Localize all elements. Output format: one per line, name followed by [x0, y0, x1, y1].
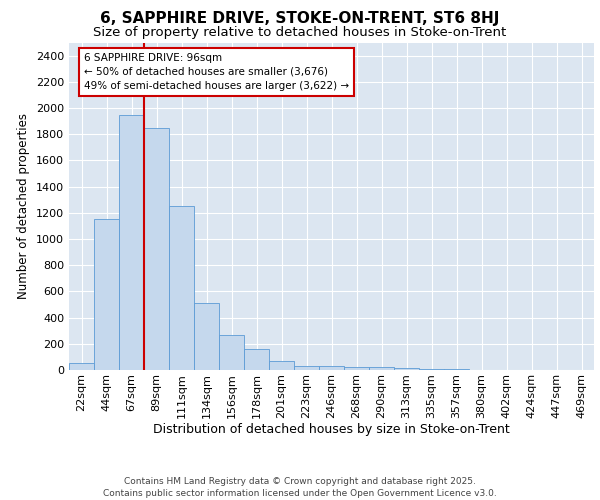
- Text: Size of property relative to detached houses in Stoke-on-Trent: Size of property relative to detached ho…: [94, 26, 506, 39]
- Text: Contains HM Land Registry data © Crown copyright and database right 2025.
Contai: Contains HM Land Registry data © Crown c…: [103, 476, 497, 498]
- Bar: [394, 368, 419, 370]
- X-axis label: Distribution of detached houses by size in Stoke-on-Trent: Distribution of detached houses by size …: [153, 424, 510, 436]
- Bar: [344, 366, 369, 370]
- Bar: [119, 114, 144, 370]
- Y-axis label: Number of detached properties: Number of detached properties: [17, 114, 31, 299]
- Bar: [244, 349, 269, 370]
- Text: 6, SAPPHIRE DRIVE, STOKE-ON-TRENT, ST6 8HJ: 6, SAPPHIRE DRIVE, STOKE-ON-TRENT, ST6 8…: [100, 11, 500, 26]
- Bar: [219, 334, 244, 370]
- Bar: [144, 128, 169, 370]
- Bar: [369, 368, 394, 370]
- Bar: [69, 364, 94, 370]
- Bar: [94, 220, 119, 370]
- Bar: [294, 366, 319, 370]
- Text: 6 SAPPHIRE DRIVE: 96sqm
← 50% of detached houses are smaller (3,676)
49% of semi: 6 SAPPHIRE DRIVE: 96sqm ← 50% of detache…: [84, 53, 349, 91]
- Bar: [194, 303, 219, 370]
- Bar: [269, 361, 294, 370]
- Bar: [319, 366, 344, 370]
- Bar: [169, 206, 194, 370]
